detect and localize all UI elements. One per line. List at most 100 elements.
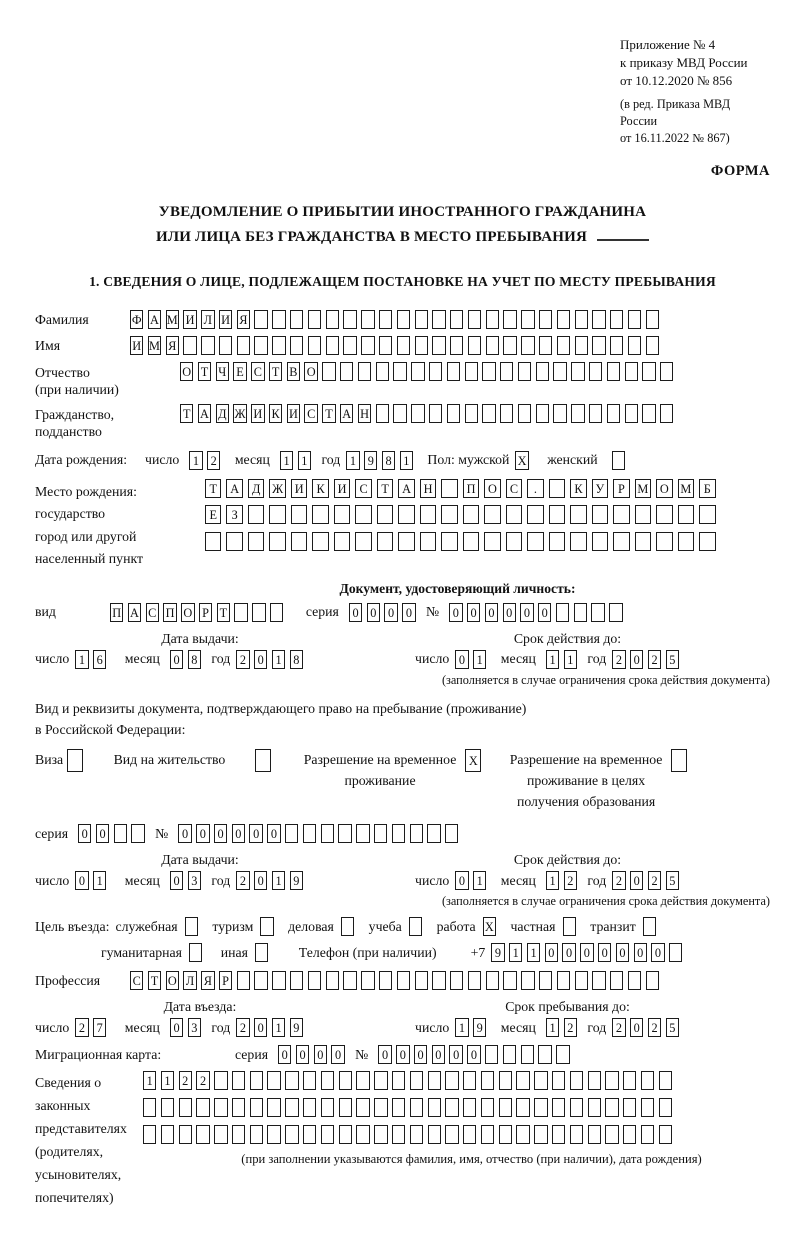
char-box[interactable]	[627, 309, 642, 329]
char-box[interactable]	[592, 309, 606, 329]
char-box[interactable]: 1	[526, 943, 541, 963]
char-box[interactable]	[378, 971, 393, 991]
char-box[interactable]	[613, 531, 630, 551]
char-box[interactable]	[398, 531, 415, 551]
char-box[interactable]	[658, 1125, 673, 1145]
char-box[interactable]	[570, 531, 587, 551]
char-box[interactable]: 0	[449, 1045, 463, 1065]
char-box[interactable]: Т	[180, 403, 194, 423]
char-box[interactable]: П	[462, 478, 480, 498]
char-box[interactable]: Т	[197, 361, 212, 381]
char-box[interactable]	[226, 531, 243, 551]
char-box[interactable]	[517, 403, 532, 423]
char-box[interactable]: И	[333, 478, 351, 498]
char-box[interactable]	[640, 1125, 655, 1145]
char-box[interactable]: О	[180, 361, 194, 381]
char-box[interactable]: 2	[236, 649, 250, 669]
char-box[interactable]: С	[251, 361, 265, 381]
char-box[interactable]	[234, 602, 248, 622]
char-box[interactable]	[645, 335, 660, 355]
char-box[interactable]: 5	[665, 1018, 679, 1038]
char-box[interactable]	[432, 335, 446, 355]
char-box[interactable]	[231, 1071, 246, 1091]
char-box[interactable]: 1	[160, 1071, 175, 1091]
char-box[interactable]: О	[181, 602, 195, 622]
char-box[interactable]	[570, 505, 587, 525]
char-box[interactable]	[143, 1098, 157, 1118]
char-box[interactable]	[480, 1098, 495, 1118]
char-box[interactable]	[569, 1098, 584, 1118]
char-box[interactable]: Т	[268, 361, 283, 381]
char-box[interactable]	[419, 505, 437, 525]
char-box[interactable]	[482, 361, 496, 381]
char-box[interactable]	[254, 971, 268, 991]
char-box[interactable]	[188, 943, 203, 963]
char-box[interactable]	[645, 309, 660, 329]
char-box[interactable]: 0	[254, 1018, 268, 1038]
char-box[interactable]	[605, 1071, 619, 1091]
char-box[interactable]	[411, 361, 425, 381]
char-box[interactable]: 0	[630, 871, 644, 891]
char-box[interactable]	[624, 361, 638, 381]
char-box[interactable]	[592, 335, 606, 355]
char-box[interactable]: 0	[520, 602, 534, 622]
char-box[interactable]	[376, 505, 394, 525]
char-box[interactable]: 9	[473, 1018, 487, 1038]
char-box[interactable]	[307, 971, 322, 991]
char-box[interactable]	[267, 1098, 281, 1118]
char-box[interactable]: Т	[205, 478, 222, 498]
char-box[interactable]: 0	[502, 602, 516, 622]
char-box[interactable]: 9	[364, 450, 378, 470]
char-box[interactable]	[374, 1071, 388, 1091]
char-box[interactable]	[290, 309, 304, 329]
char-box[interactable]: 1	[271, 1018, 286, 1038]
char-box[interactable]: 8	[289, 649, 303, 669]
char-box[interactable]	[556, 335, 571, 355]
char-box[interactable]: Р	[218, 971, 233, 991]
char-box[interactable]	[441, 531, 458, 551]
char-box[interactable]: 1	[346, 450, 360, 470]
char-box[interactable]	[272, 309, 286, 329]
char-box[interactable]: 1	[75, 649, 89, 669]
char-box[interactable]	[658, 1098, 673, 1118]
char-box[interactable]: 8	[381, 450, 396, 470]
char-box[interactable]	[463, 1071, 477, 1091]
char-box[interactable]	[500, 361, 514, 381]
char-box[interactable]	[338, 1071, 352, 1091]
char-box[interactable]	[485, 335, 500, 355]
char-box[interactable]	[642, 403, 656, 423]
char-box[interactable]	[534, 1125, 548, 1145]
char-box[interactable]	[290, 505, 308, 525]
char-box[interactable]: 7	[93, 1018, 107, 1038]
char-box[interactable]	[201, 335, 215, 355]
char-box[interactable]: 0	[562, 943, 576, 963]
char-box[interactable]: 0	[633, 943, 647, 963]
char-box[interactable]	[196, 1098, 210, 1118]
char-box[interactable]	[517, 361, 532, 381]
char-box[interactable]: 0	[295, 1045, 310, 1065]
char-box[interactable]: 1	[271, 871, 286, 891]
char-box[interactable]	[480, 1071, 495, 1091]
char-box[interactable]	[338, 824, 352, 844]
char-box[interactable]	[446, 403, 461, 423]
char-box[interactable]	[656, 505, 673, 525]
char-box[interactable]	[312, 505, 329, 525]
char-box[interactable]	[343, 335, 357, 355]
char-box[interactable]: О	[656, 478, 673, 498]
char-box[interactable]: 2	[236, 1018, 250, 1038]
char-box[interactable]: И	[286, 403, 301, 423]
char-box[interactable]: 0	[169, 1018, 184, 1038]
char-box[interactable]	[500, 403, 514, 423]
char-box[interactable]: 2	[612, 649, 626, 669]
char-box[interactable]	[503, 309, 517, 329]
char-box[interactable]: 0	[455, 649, 469, 669]
char-box[interactable]	[322, 361, 336, 381]
char-box[interactable]	[373, 824, 388, 844]
char-box[interactable]	[357, 361, 372, 381]
char-box[interactable]: С	[505, 478, 523, 498]
char-box[interactable]: 2	[236, 871, 250, 891]
char-box[interactable]	[627, 971, 642, 991]
char-box[interactable]: .	[527, 478, 544, 498]
char-box[interactable]: К	[570, 478, 587, 498]
char-box[interactable]: 3	[187, 1018, 202, 1038]
